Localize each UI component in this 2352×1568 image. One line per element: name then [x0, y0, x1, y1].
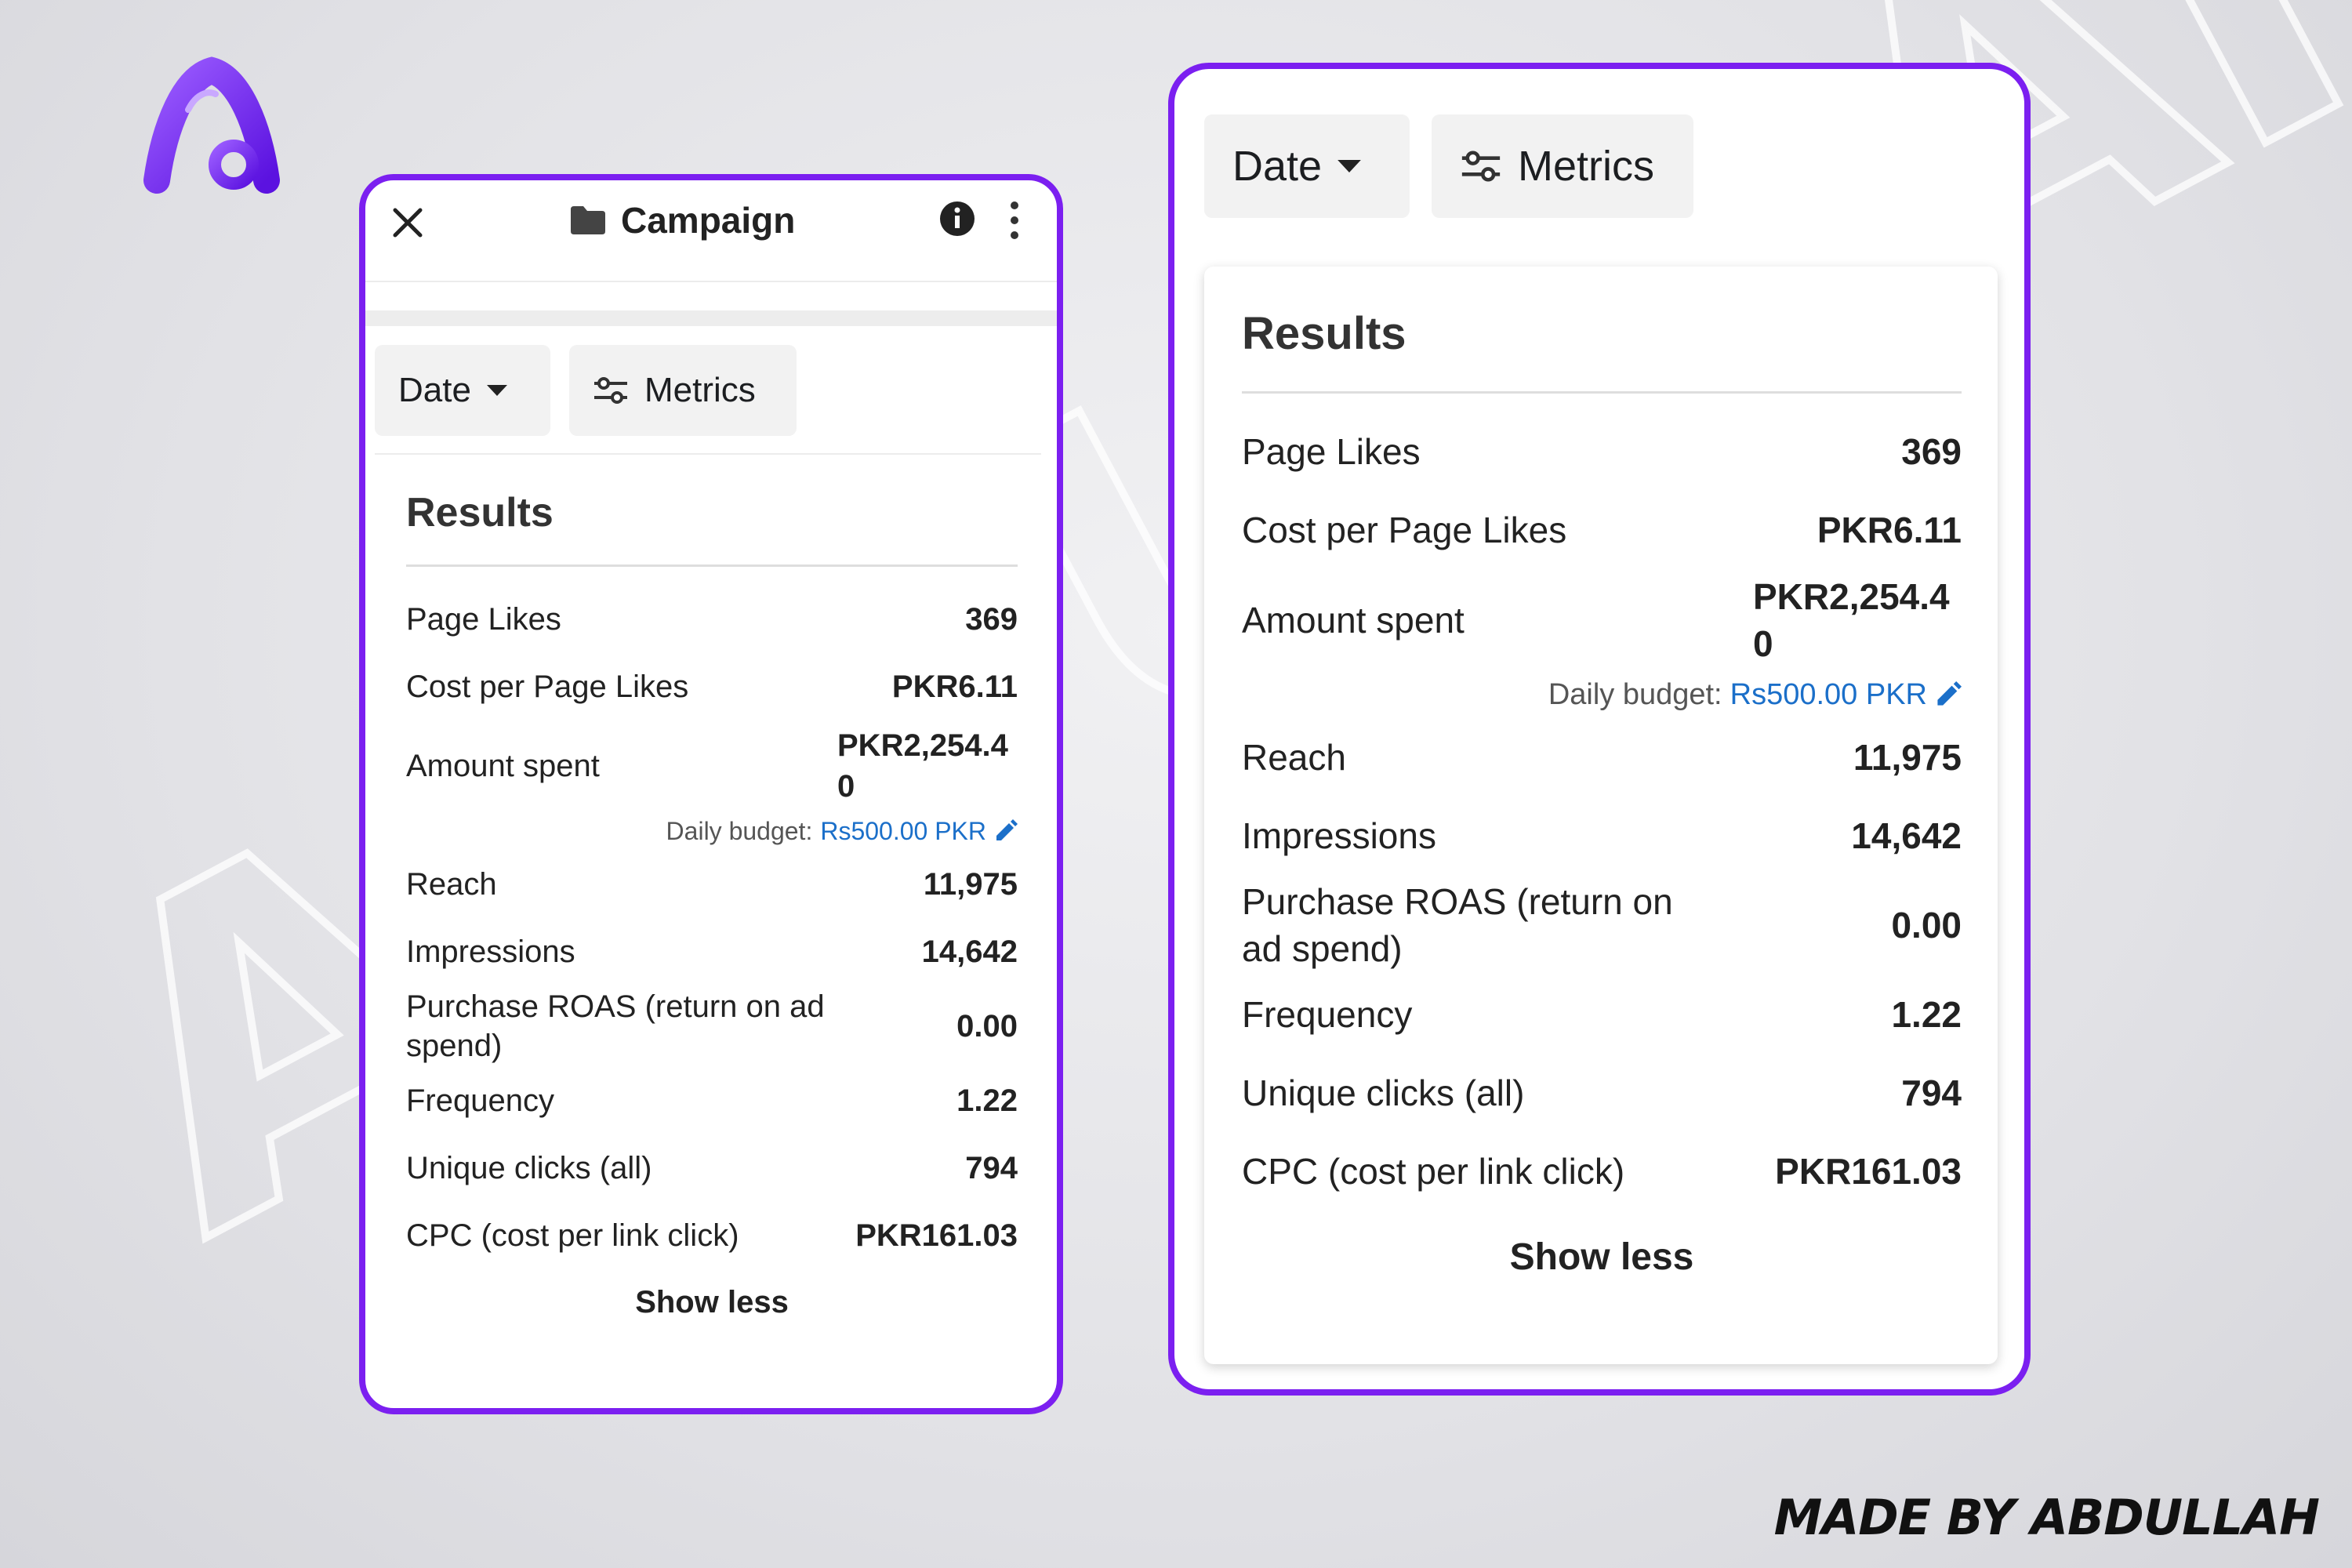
campaign-header: Campaign: [365, 180, 1057, 282]
metrics-button[interactable]: Metrics: [1432, 114, 1693, 218]
metric-value: PKR6.11: [1817, 510, 1962, 550]
metric-row-page-likes: Page Likes 369: [406, 586, 1018, 653]
metric-label: Cost per Page Likes: [406, 669, 689, 704]
metric-label: CPC (cost per link click): [1242, 1151, 1625, 1192]
metric-label: Frequency: [1242, 994, 1413, 1035]
metric-row-amount-spent: Amount spent PKR2,254.40: [1242, 569, 1962, 671]
metric-row-unique-clicks: Unique clicks (all) 794: [1242, 1054, 1962, 1132]
show-less-button[interactable]: Show less: [635, 1285, 789, 1319]
metric-value: 14,642: [921, 934, 1018, 969]
metric-value: 11,975: [923, 866, 1018, 902]
metric-row-cpc: CPC (cost per link click) PKR161.03: [1242, 1132, 1962, 1210]
close-icon[interactable]: [389, 204, 426, 241]
budget-label: Daily budget:: [1548, 677, 1722, 711]
info-icon[interactable]: [938, 199, 977, 238]
date-label: Date: [398, 371, 471, 409]
metric-label: Unique clicks (all): [1242, 1073, 1525, 1113]
metric-label: Purchase ROAS (return on ad spend): [406, 989, 825, 1063]
budget-link[interactable]: Rs500.00 PKR: [1730, 677, 1927, 711]
metric-row-impressions: Impressions 14,642: [1242, 797, 1962, 875]
budget-label: Daily budget:: [666, 816, 813, 845]
metric-row-frequency: Frequency 1.22: [1242, 975, 1962, 1054]
metric-label: Reach: [406, 866, 497, 902]
folder-icon: [571, 206, 605, 234]
metric-value: PKR6.11: [891, 669, 1018, 704]
metric-row-cost-per-page-likes: Cost per Page Likes PKR6.11: [406, 653, 1018, 720]
results-rule: [406, 564, 1018, 567]
results-title: Results: [406, 490, 554, 535]
daily-budget: Daily budget: Rs500.00 PKR: [1242, 671, 1962, 718]
page-title: Campaign: [621, 200, 796, 241]
metric-row-reach: Reach 11,975: [1242, 718, 1962, 797]
metrics-label: Metrics: [1518, 143, 1654, 190]
metric-label: Amount spent: [406, 748, 600, 783]
metric-value: PKR161.03: [1775, 1151, 1962, 1192]
sliders-icon: [1461, 151, 1501, 182]
pencil-icon[interactable]: [1935, 681, 1962, 708]
header-title: Campaign: [569, 199, 795, 241]
metric-value: 0.00: [1891, 905, 1962, 946]
brand-logo: [143, 56, 280, 194]
results-panel: Results Page Likes 369 Cost per Page Lik…: [365, 489, 1057, 1320]
metric-value: 0.00: [956, 1008, 1018, 1044]
sliders-icon: [594, 377, 627, 404]
metric-value: 794: [965, 1150, 1018, 1185]
budget-link[interactable]: Rs500.00 PKR: [820, 816, 986, 845]
metric-label: Frequency: [406, 1083, 554, 1118]
results-rule: [1242, 391, 1962, 394]
metric-label: Cost per Page Likes: [1242, 510, 1567, 550]
metric-row-page-likes: Page Likes 369: [1242, 412, 1962, 491]
phone-screenshot: Campaign Date Metrics Results: [359, 174, 1063, 1414]
metric-value: 11,975: [1853, 737, 1962, 778]
metric-value: 1.22: [956, 1083, 1018, 1118]
metric-label: Reach: [1242, 737, 1346, 778]
filter-toolbar: Date Metrics: [1174, 69, 2024, 218]
metric-row-unique-clicks: Unique clicks (all) 794: [406, 1134, 1018, 1202]
metric-value: 794: [1901, 1073, 1962, 1113]
metric-label: Impressions: [406, 934, 575, 969]
metric-value: 14,642: [1851, 815, 1962, 856]
metric-row-cpc: CPC (cost per link click) PKR161.03: [406, 1202, 1018, 1269]
metric-value: PKR161.03: [855, 1218, 1018, 1253]
filter-toolbar: Date Metrics: [365, 326, 1057, 436]
metric-value: 369: [965, 601, 1018, 637]
metric-label: Unique clicks (all): [406, 1150, 652, 1185]
metric-label: Page Likes: [406, 601, 561, 637]
metric-row-reach: Reach 11,975: [406, 851, 1018, 918]
toolbar-divider: [375, 453, 1041, 455]
metric-value: PKR2,254.40: [1753, 576, 1950, 664]
caret-down-icon: [486, 385, 507, 396]
results-panel: Results Page Likes 369 Cost per Page Lik…: [1204, 267, 1998, 1364]
metric-row-purchase-roas: Purchase ROAS (return on ad spend) 0.00: [1242, 875, 1962, 975]
pencil-icon[interactable]: [994, 819, 1018, 843]
results-title: Results: [1242, 308, 1406, 359]
section-divider: [365, 310, 1057, 326]
metric-row-frequency: Frequency 1.22: [406, 1067, 1018, 1134]
daily-budget: Daily budget: Rs500.00 PKR: [406, 811, 1018, 851]
metric-value: 1.22: [1891, 994, 1962, 1035]
metric-label: Impressions: [1242, 815, 1436, 856]
zoomed-results-card: Date Metrics Results Page Likes 369 Cost…: [1168, 63, 2031, 1396]
caret-down-icon: [1338, 160, 1361, 172]
metric-row-impressions: Impressions 14,642: [406, 918, 1018, 985]
more-vert-icon[interactable]: [1008, 198, 1021, 243]
metrics-label: Metrics: [644, 371, 756, 409]
metric-row-purchase-roas: Purchase ROAS (return on ad spend) 0.00: [406, 985, 1018, 1067]
metric-row-cost-per-page-likes: Cost per Page Likes PKR6.11: [1242, 491, 1962, 569]
metric-label: Page Likes: [1242, 431, 1421, 472]
metric-value: 369: [1901, 431, 1962, 472]
metric-row-amount-spent: Amount spent PKR2,254.40: [406, 720, 1018, 811]
show-less-button[interactable]: Show less: [1509, 1236, 1694, 1278]
metric-label: Amount spent: [1242, 600, 1465, 641]
metric-label: CPC (cost per link click): [406, 1218, 739, 1253]
metric-value: PKR2,254.40: [837, 728, 1008, 804]
credit-text: MADE BY ABDULLAH: [1773, 1489, 2320, 1546]
date-button[interactable]: Date: [375, 345, 550, 436]
date-button[interactable]: Date: [1204, 114, 1410, 218]
date-label: Date: [1232, 143, 1323, 190]
metrics-button[interactable]: Metrics: [569, 345, 797, 436]
metric-label: Purchase ROAS (return on ad spend): [1242, 881, 1673, 969]
